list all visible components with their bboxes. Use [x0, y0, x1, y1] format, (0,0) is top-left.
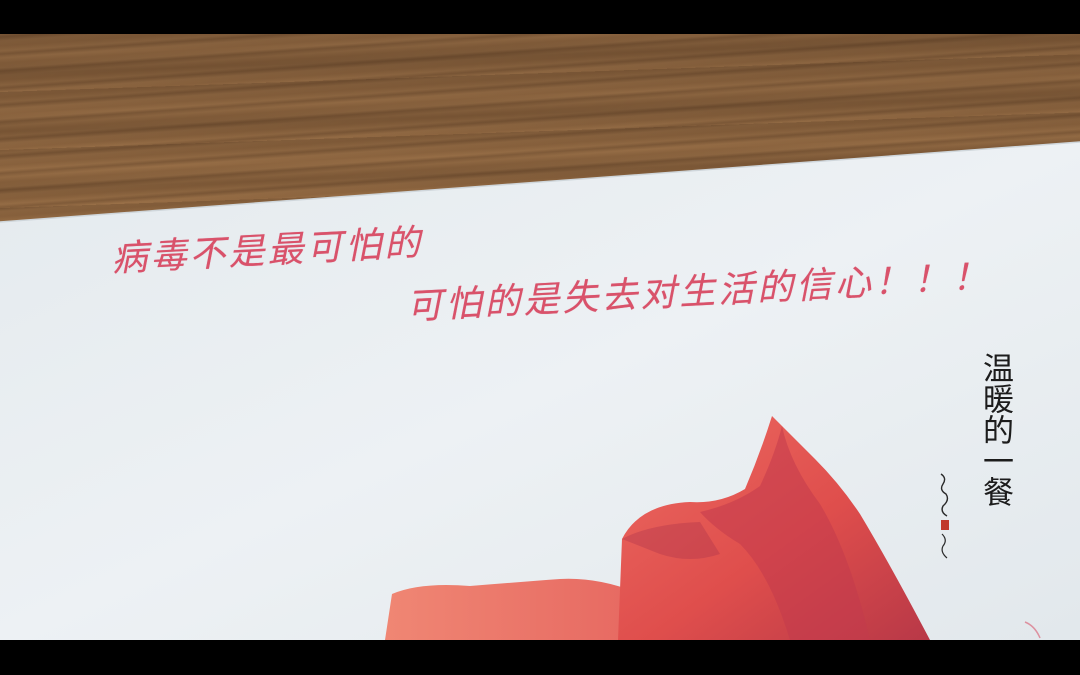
letterbox-bottom: [0, 640, 1080, 675]
paper-and-drawing: [0, 141, 1080, 640]
paper-edge: [0, 141, 1080, 223]
flower-icon: [385, 416, 1041, 640]
photo-scene: 病毒不是最可怕的 可怕的是失去对生活的信心！！！ 温暖的一餐: [0, 34, 1080, 640]
signature-icon: [940, 473, 949, 559]
letterbox-top: [0, 0, 1080, 34]
caption-title: 温暖的一餐: [977, 352, 1013, 507]
paper-sheet: [0, 142, 1080, 640]
